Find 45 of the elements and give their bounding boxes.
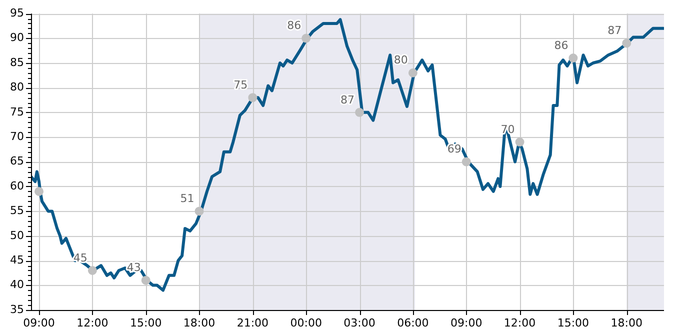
point [622,38,632,48]
point [194,206,204,216]
point [34,186,44,196]
x-tick-label: 06:00 [397,316,429,330]
x-tick-label: 09:00 [23,316,55,330]
x-tick-label: 03:00 [344,316,376,330]
x-tick-label: 15:00 [130,316,162,330]
y-tick-label: 70 [10,130,24,143]
y-tick-label: 95 [10,6,24,20]
y-tick-label: 50 [10,228,24,242]
y-tick-label: 35 [10,302,24,316]
y-tick-label: 65 [10,154,24,168]
annotation: 51 [180,192,194,206]
x-tick-label: 18:00 [183,316,216,330]
x-tick-label: 12:00 [76,316,108,330]
point [248,93,258,102]
annotation: 86 [554,38,568,52]
y-tick-label: 55 [10,204,24,218]
x-tick-label: 12:00 [504,316,536,330]
x-tick-label: 21:00 [236,316,269,330]
point [302,34,311,43]
point [408,68,418,78]
y-tick-label: 75 [10,105,24,118]
point [515,138,524,147]
annotation: 80 [394,54,408,67]
point [355,108,364,117]
annotation: 87 [608,24,622,38]
annotation: 75 [234,78,248,92]
y-tick-label: 80 [10,80,24,94]
annotation: 69 [447,142,462,156]
y-tick-label: 40 [10,278,24,292]
y-tick-label: 90 [10,31,24,44]
x-tick-label: 09:00 [450,316,482,330]
point [568,54,578,63]
point [88,266,97,275]
y-tick-label: 85 [10,56,24,69]
point [462,157,471,166]
x-tick-label: 18:00 [610,316,642,330]
annotation: 87 [340,93,355,106]
x-tick-label: 15:00 [557,316,590,330]
y-tick-label: 60 [10,179,24,192]
annotation: 86 [287,19,302,32]
y-tick-label: 45 [10,253,24,266]
point [141,276,150,285]
x-tick-label: 00:00 [290,316,322,330]
